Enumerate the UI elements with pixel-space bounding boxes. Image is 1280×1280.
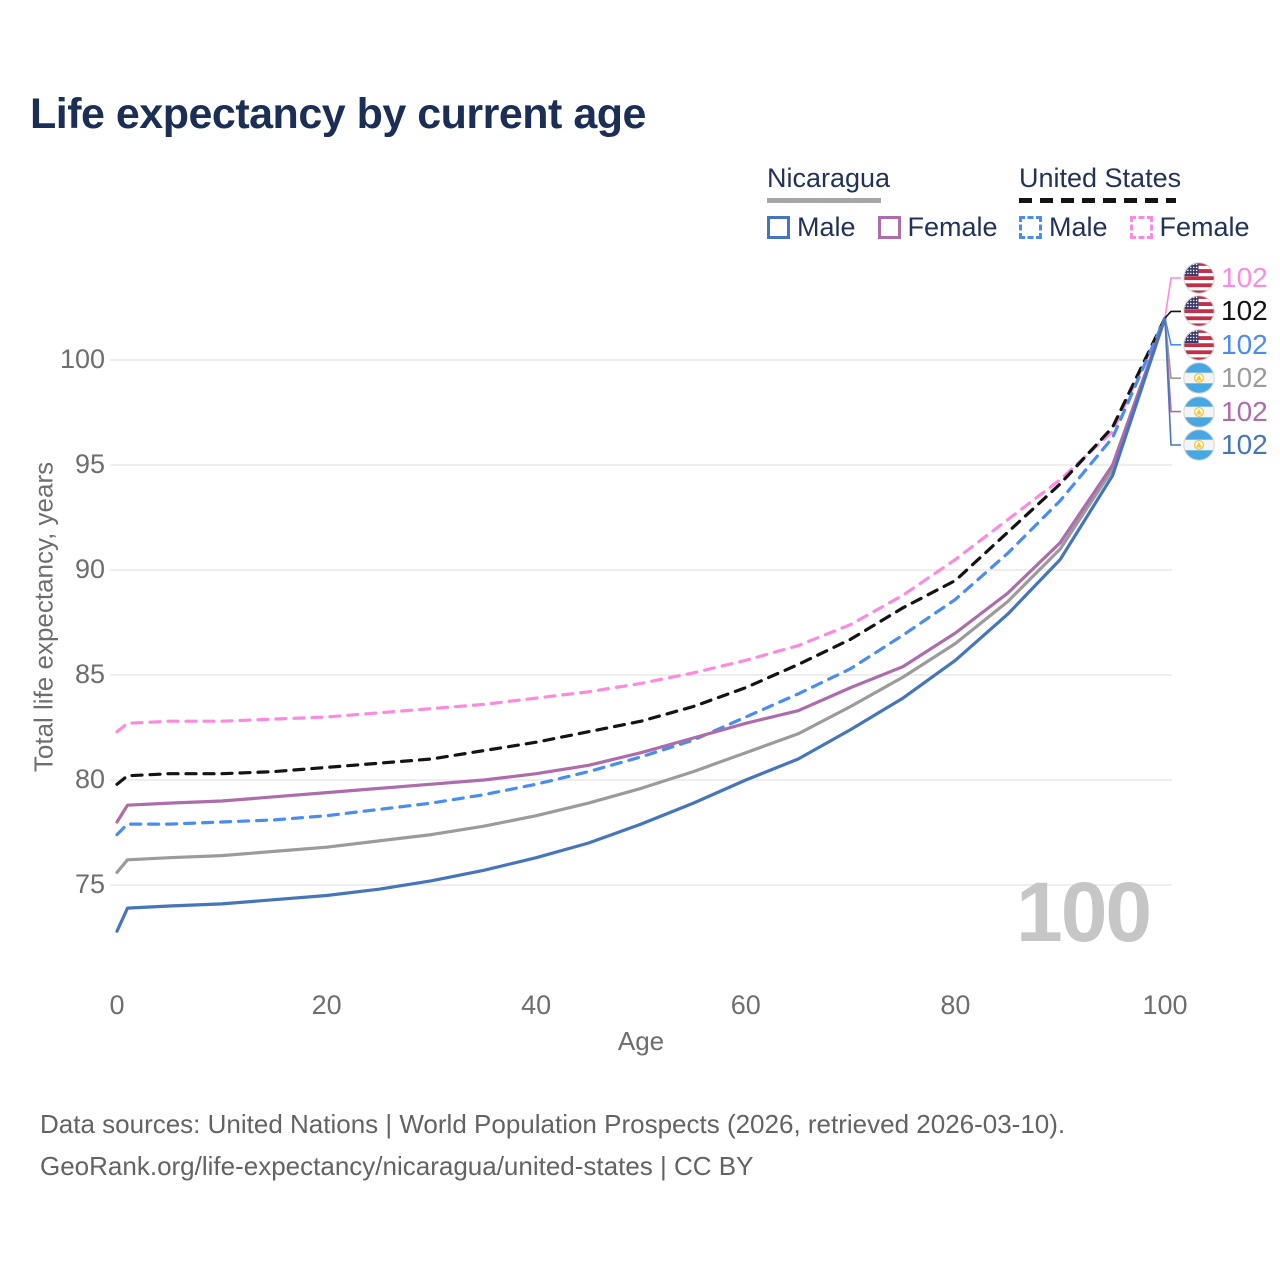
y-tick-label-95: 95 [74, 449, 105, 479]
legend-swatch-us-male [1019, 216, 1042, 239]
end-label-value-nicaragua-total: 102 [1221, 362, 1268, 394]
x-axis-title: Age [617, 1026, 665, 1056]
legend-item-label: Male [1049, 212, 1108, 242]
end-label-value-united-states-female: 102 [1221, 262, 1268, 293]
x-tick-label-80: 80 [940, 990, 971, 1020]
end-label-value-united-states-total: 102 [1221, 295, 1268, 327]
x-tick-label-0: 0 [109, 990, 125, 1020]
series-line-nicaragua-female [115, 316, 1167, 824]
legend-item-label: Male [797, 212, 856, 242]
y-tick-label-85: 85 [74, 659, 105, 689]
end-label-value-nicaragua-male: 102 [1221, 429, 1268, 460]
x-tick-label-100: 100 [1142, 990, 1188, 1020]
legend-country-label: Nicaragua [767, 163, 891, 193]
legend-item-label: Female [907, 212, 998, 242]
legend-swatch-us-female [1129, 216, 1153, 239]
end-label-flag-united-states-male [1183, 329, 1215, 361]
y-tick-label-100: 100 [59, 344, 105, 374]
nicaragua-flag-icon [1183, 362, 1215, 394]
series-line-united-states-male [115, 316, 1167, 837]
series-line-united-states-total [115, 316, 1167, 786]
end-label-value-united-states-male: 102 [1221, 328, 1268, 360]
series-line-nicaragua-male [115, 316, 1167, 933]
nicaragua-flag-icon [1183, 429, 1215, 461]
footer-data-sources: Data sources: United Nations | World Pop… [40, 1109, 1066, 1139]
us-flag-icon [1183, 262, 1215, 294]
page-title: Life expectancy by current age [30, 90, 646, 138]
legend-swatch-nicaragua-male [767, 216, 790, 239]
y-tick-label-90: 90 [74, 554, 105, 584]
legend-line-sample-solid [767, 198, 881, 203]
age-counter-watermark: 100 [1016, 865, 1152, 959]
footer: Data sources: United Nations | World Pop… [40, 1103, 1065, 1187]
y-axis-title: Total life expectancy, years [28, 461, 59, 773]
nicaragua-flag-icon [1183, 395, 1215, 428]
end-label-leader-united-states-male [1164, 317, 1181, 346]
end-label-value-nicaragua-female: 102 [1221, 395, 1268, 427]
x-tick-label-60: 60 [730, 990, 761, 1020]
end-label-flag-nicaragua-female [1183, 395, 1215, 428]
end-label-flag-nicaragua-total [1183, 362, 1215, 394]
end-label-flag-nicaragua-male [1183, 429, 1215, 461]
footer-attribution: GeoRank.org/life-expectancy/nicaragua/un… [40, 1151, 754, 1181]
y-tick-label-80: 80 [74, 764, 105, 794]
legend-country-label: United States [1019, 163, 1182, 193]
legend-item-label: Female [1159, 212, 1250, 242]
series-line-nicaragua-total [115, 316, 1167, 875]
end-label-flag-united-states-female [1183, 262, 1215, 294]
legend-swatch-nicaragua-female [877, 216, 901, 239]
y-tick-label-75: 75 [74, 869, 105, 899]
end-label-flag-united-states-total [1183, 295, 1215, 328]
x-tick-label-40: 40 [521, 990, 552, 1020]
series-line-united-states-female [115, 316, 1167, 734]
end-label-leader-united-states-total [1164, 310, 1181, 319]
end-label-leader-nicaragua-male [1164, 317, 1181, 446]
legend-group-nicaragua: Nicaragua Male Female [767, 163, 1020, 243]
x-tick-label-20: 20 [311, 990, 342, 1020]
us-flag-icon [1183, 329, 1215, 361]
legend-group-united-states: United States Male Female [1019, 163, 1272, 243]
us-flag-icon [1183, 295, 1215, 328]
legend-line-sample-dashed [1019, 198, 1176, 203]
end-label-leader-united-states-female [1164, 277, 1181, 319]
